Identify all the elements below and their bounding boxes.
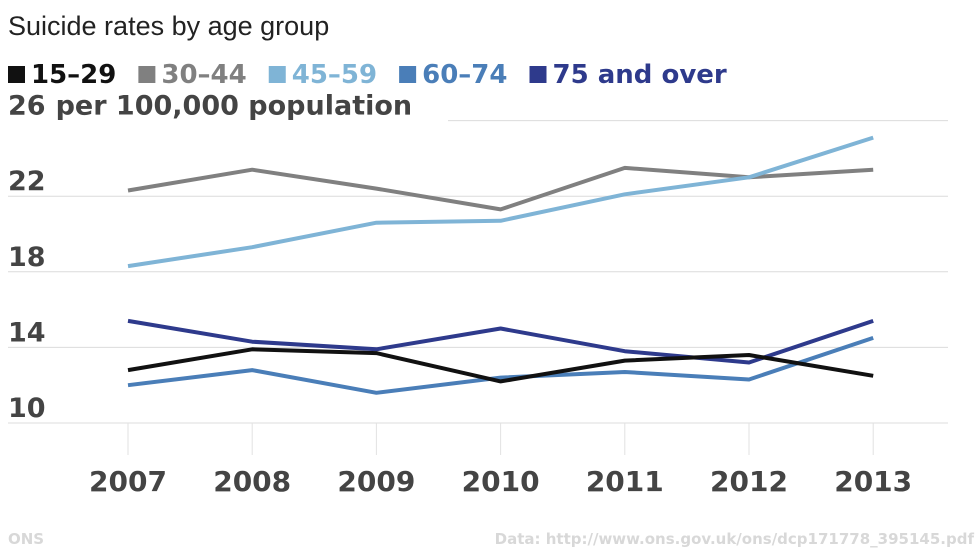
x-tick-label-2013: 2013	[834, 465, 912, 498]
y-tick-label-18: 18	[8, 242, 46, 273]
y-tick-label-26: 26 per 100,000 population	[8, 91, 412, 122]
grid	[8, 120, 948, 455]
legend-swatch-75-and-over	[529, 66, 547, 83]
x-tick-label-2007: 2007	[89, 465, 167, 498]
series-group	[127, 135, 874, 395]
chart-title: Suicide rates by age group	[8, 11, 329, 41]
source-right: Data: http://www.ons.gov.uk/ons/dcp17177…	[495, 530, 975, 548]
y-tick-label-14: 14	[8, 317, 46, 348]
y-tick-label-22: 22	[8, 166, 46, 197]
x-tick-label-2012: 2012	[710, 465, 788, 498]
legend-swatch-30-44	[138, 66, 156, 83]
legend-label-60-74: 60–74	[422, 60, 507, 90]
legend-label-45-59: 45–59	[292, 60, 377, 90]
x-tick-label-2008: 2008	[213, 465, 291, 498]
legend-swatch-45-59	[268, 66, 286, 83]
series-line-45-59	[127, 135, 874, 269]
y-axis: 10 14 18 22 26 per 100,000 population	[8, 91, 412, 424]
source-left: ONS	[8, 530, 44, 548]
legend: 15–29 30–44 45–59 60–74 75 and over	[8, 60, 727, 90]
x-tick-label-2011: 2011	[586, 465, 664, 498]
legend-swatch-15-29	[8, 66, 25, 83]
series-line-75-and-over	[127, 318, 874, 365]
x-axis: 2007 2008 2009 2010 2011 2012 2013	[89, 465, 912, 498]
legend-swatch-60-74	[399, 66, 417, 83]
y-tick-label-10: 10	[8, 393, 46, 424]
series-line-15-29	[127, 347, 874, 384]
y-axis-unit-label: per 100,000 population	[56, 91, 413, 122]
legend-label-30-44: 30–44	[161, 60, 246, 90]
series-line-60-74	[127, 336, 874, 395]
x-tick-label-2009: 2009	[337, 465, 415, 498]
legend-label-15-29: 15–29	[31, 60, 116, 90]
x-tick-label-2010: 2010	[462, 465, 540, 498]
legend-label-75-and-over: 75 and over	[553, 60, 727, 90]
